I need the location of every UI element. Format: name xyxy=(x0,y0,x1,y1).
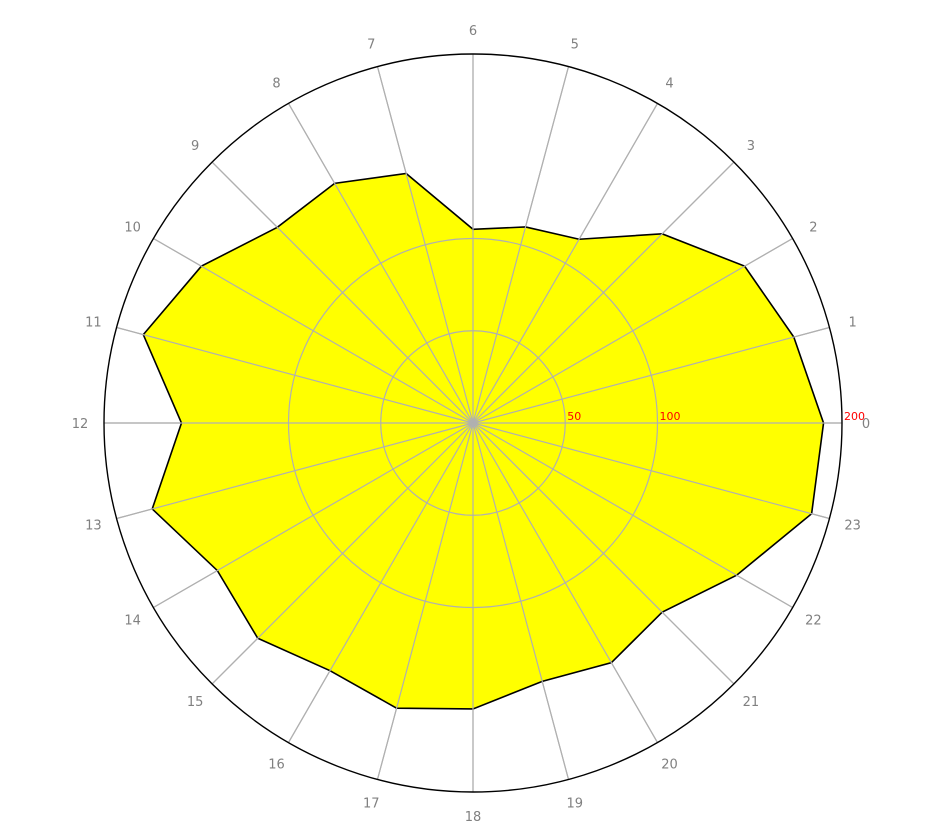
angle-tick-label: 3 xyxy=(747,139,755,154)
angle-tick-label: 16 xyxy=(268,757,285,772)
angle-tick-label: 4 xyxy=(665,77,673,92)
angle-tick-label: 6 xyxy=(469,24,477,39)
angle-tick-label: 9 xyxy=(191,139,199,154)
angle-tick-label: 11 xyxy=(85,315,102,330)
angle-tick-label: 22 xyxy=(805,614,822,629)
angle-tick-label: 7 xyxy=(367,37,375,52)
angle-tick-label: 8 xyxy=(272,77,280,92)
angle-tick-label: 20 xyxy=(661,757,678,772)
angle-tick-label: 10 xyxy=(124,221,141,236)
angle-tick-label: 0 xyxy=(862,417,870,432)
outer-frame xyxy=(103,53,843,793)
angle-tick-label: 5 xyxy=(571,37,579,52)
label-layer: 0123456789101112131415161718192021222350… xyxy=(72,24,870,825)
angle-tick-label: 1 xyxy=(848,315,856,330)
angle-tick-label: 2 xyxy=(809,221,817,236)
angle-tick-label: 17 xyxy=(363,797,380,812)
radial-tick-label: 50 xyxy=(567,410,581,423)
radial-grid-circle-over xyxy=(380,330,566,516)
radial-tick-label: 100 xyxy=(660,410,681,423)
angle-tick-label: 23 xyxy=(844,519,861,534)
radial-tick-label: 200 xyxy=(844,410,865,423)
angle-tick-label: 14 xyxy=(124,614,141,629)
angle-tick-label: 13 xyxy=(85,519,102,534)
angle-tick-label: 15 xyxy=(187,695,204,710)
angle-tick-label: 12 xyxy=(72,417,89,432)
angle-tick-label: 19 xyxy=(566,797,583,812)
radial-grid-circle-over xyxy=(287,237,659,609)
angle-tick-label: 18 xyxy=(465,810,482,825)
angle-tick-label: 21 xyxy=(743,695,760,710)
